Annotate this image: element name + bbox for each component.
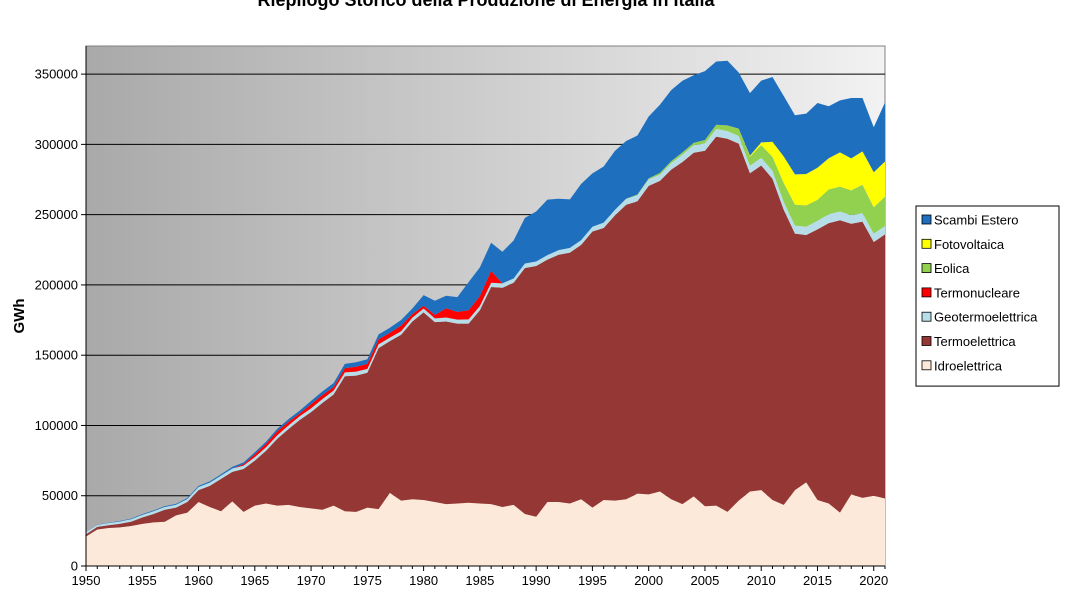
- legend-swatch: [921, 360, 932, 371]
- legend-label: Fotovoltaica: [934, 237, 1005, 252]
- y-tick-label: 100000: [35, 418, 78, 433]
- y-tick-label: 300000: [35, 137, 78, 152]
- x-tick-label: 2010: [747, 573, 776, 588]
- legend-label: Idroelettrica: [934, 358, 1003, 373]
- x-tick-label: 1985: [465, 573, 494, 588]
- legend-box: [915, 205, 1060, 387]
- stacked-areas: [86, 60, 885, 566]
- x-tick-label: 1955: [128, 573, 157, 588]
- x-tick-label: 1975: [353, 573, 382, 588]
- x-tick-label: 1980: [409, 573, 438, 588]
- x-tick-label: 2000: [634, 573, 663, 588]
- x-tick-label: 2005: [690, 573, 719, 588]
- x-tick-label: 1965: [240, 573, 269, 588]
- x-tick-label: 1950: [72, 573, 101, 588]
- legend-label: Scambi Estero: [934, 213, 1019, 228]
- y-tick-label: 350000: [35, 67, 78, 82]
- area-termoelettrica: [86, 136, 885, 537]
- legend-label: Termoelettrica: [934, 334, 1016, 349]
- legend-swatch: [921, 214, 932, 225]
- x-tick-label: 2015: [803, 573, 832, 588]
- chart-title: Riepilogo Storico della Produzione di En…: [257, 0, 715, 10]
- x-tick-label: 1960: [184, 573, 213, 588]
- y-axis-ticks: 0 50000 100000 150000 200000 250000 300000 3500…: [35, 67, 86, 574]
- legend-label: Termonucleare: [934, 285, 1020, 300]
- legend-swatch: [921, 238, 932, 249]
- legend-swatch: [921, 336, 932, 346]
- x-tick-label: 1995: [578, 573, 607, 588]
- legend: Scambi Estero Fotovoltaica Eolica Termonucl…: [915, 205, 1060, 387]
- y-tick-label: 150000: [35, 348, 78, 363]
- y-tick-label: 0: [71, 559, 78, 574]
- area-idroelettrica: [86, 482, 885, 566]
- legend-swatch: [921, 263, 932, 274]
- legend-swatch: [921, 311, 932, 322]
- legend-label: Eolica: [934, 261, 970, 276]
- x-tick-label: 1990: [522, 573, 551, 588]
- y-axis-label: GWh: [11, 299, 28, 334]
- y-tick-label: 250000: [35, 207, 78, 222]
- x-axis-ticks: 1950 1955 1960 1965 1970 1975 1980 1985 1990 1995…: [72, 566, 888, 588]
- y-tick-label: 50000: [42, 488, 78, 503]
- x-tick-label: 2020: [859, 573, 888, 588]
- legend-label: Geotermoelettrica: [934, 310, 1038, 325]
- legend-swatch: [921, 287, 932, 298]
- x-tick-label: 1970: [297, 573, 326, 588]
- y-tick-label: 200000: [35, 277, 78, 292]
